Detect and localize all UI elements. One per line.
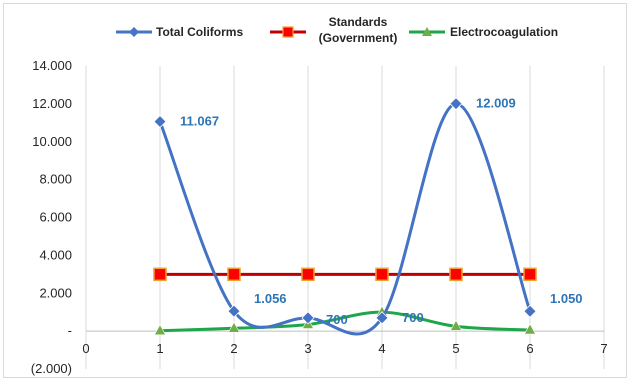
data-point-square [153,267,167,282]
data-point-diamond [449,97,463,111]
data-point-square [227,267,241,282]
y-tick-label: 4.000 [39,247,72,262]
data-label: 700 [326,312,348,327]
series-layer [153,97,537,336]
data-point-triangle [449,319,463,331]
data-point-triangle [153,324,167,336]
data-label-layer: 11.067 1.056 700 700 12.009 1.050 [180,96,583,327]
x-tick-label: 4 [378,341,385,356]
data-label: 11.067 [180,114,219,129]
y-tick-label: (2.000) [31,361,72,376]
legend-marker-triangle [422,27,432,36]
x-tick-label: 1 [156,341,163,356]
legend-marker-diamond [129,27,139,37]
legend: Total Coliforms Standards (Government) Elec… [116,15,558,45]
data-label: 1.050 [550,291,583,306]
series-line-0 [158,102,532,336]
data-point-diamond [375,311,389,325]
data-point-square [523,267,537,282]
data-point-diamond [153,114,167,129]
series-line-2 [159,310,531,333]
x-tick-label: 3 [304,341,311,356]
data-point-square [449,267,463,282]
legend-label: Total Coliforms [156,25,243,39]
data-point-square [375,267,389,282]
axis-layer: 14.000 12.000 10.000 8.000 6.000 4.000 2.000 - (… [31,58,608,376]
legend-label: Standards (Government) [319,15,398,45]
y-tick-label: 12.000 [32,96,72,111]
y-tick-label: 14.000 [32,58,72,73]
data-point-diamond [301,311,315,325]
data-point-diamond [523,304,537,318]
y-tick-label: 10.000 [32,134,72,149]
data-point-diamond [227,304,241,318]
data-label: 1.056 [254,291,287,306]
legend-label: Electrocoagulation [450,25,558,39]
data-point-triangle [227,321,241,333]
data-point-square [301,267,315,282]
x-tick-label: 6 [526,341,533,356]
legend-marker-square [282,26,294,38]
y-tick-label: 6.000 [39,210,72,225]
y-tick-label: - [68,323,72,338]
line-chart: 14.000 12.000 10.000 8.000 6.000 4.000 2.000 - (… [31,15,608,376]
x-tick-label: 7 [600,341,607,356]
chart-frame: 14.000 12.000 10.000 8.000 6.000 4.000 2.000 - (… [3,3,627,378]
y-tick-label: 2.000 [39,285,72,300]
data-label: 700 [402,310,424,325]
data-point-triangle [523,323,537,335]
x-tick-label: 2 [230,341,237,356]
x-tick-label: 5 [452,341,459,356]
x-tick-label: 0 [82,341,89,356]
data-label: 12.009 [476,96,516,111]
y-tick-label: 8.000 [39,172,72,187]
